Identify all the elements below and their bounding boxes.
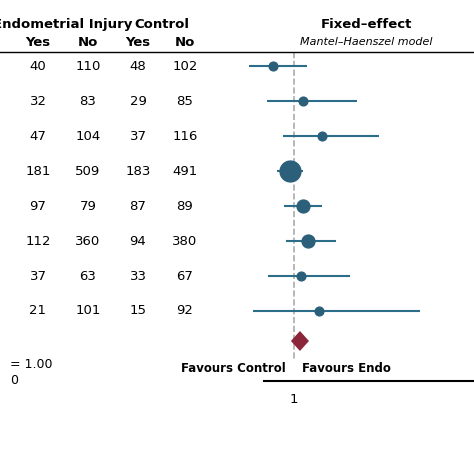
Text: Control: Control (134, 18, 189, 30)
Text: 110: 110 (75, 60, 100, 73)
Text: 79: 79 (80, 200, 96, 212)
Text: 40: 40 (29, 60, 46, 73)
Text: 48: 48 (129, 60, 146, 73)
Text: 101: 101 (75, 304, 100, 318)
Text: 33: 33 (129, 270, 146, 283)
Text: 67: 67 (176, 270, 193, 283)
Text: Yes: Yes (26, 36, 51, 48)
Polygon shape (291, 331, 309, 351)
Text: 21: 21 (29, 304, 46, 318)
Text: 47: 47 (29, 129, 46, 143)
Text: No: No (78, 36, 98, 48)
Text: 15: 15 (129, 304, 146, 318)
Text: Fixed–effect: Fixed–effect (321, 18, 412, 30)
Text: 360: 360 (75, 235, 100, 247)
Text: 116: 116 (173, 129, 198, 143)
Text: Mantel–Haenszel model: Mantel–Haenszel model (300, 37, 433, 47)
Text: 92: 92 (176, 304, 193, 318)
Text: 0: 0 (10, 374, 18, 388)
Text: 37: 37 (29, 270, 46, 283)
Text: 97: 97 (29, 200, 46, 212)
Text: Endometrial Injury: Endometrial Injury (0, 18, 133, 30)
Text: 1: 1 (289, 393, 298, 406)
Text: = 1.00: = 1.00 (10, 357, 53, 371)
Text: 85: 85 (176, 94, 193, 108)
Text: 83: 83 (80, 94, 96, 108)
Text: 181: 181 (25, 164, 51, 177)
Text: 112: 112 (25, 235, 51, 247)
Text: Yes: Yes (126, 36, 151, 48)
Text: 102: 102 (173, 60, 198, 73)
Text: 509: 509 (75, 164, 100, 177)
Text: Favours Endo: Favours Endo (301, 363, 391, 375)
Text: No: No (175, 36, 195, 48)
Text: 63: 63 (80, 270, 96, 283)
Text: 87: 87 (129, 200, 146, 212)
Text: 32: 32 (29, 94, 46, 108)
Text: 380: 380 (173, 235, 198, 247)
Text: 183: 183 (125, 164, 151, 177)
Text: 491: 491 (173, 164, 198, 177)
Text: 89: 89 (177, 200, 193, 212)
Text: 29: 29 (129, 94, 146, 108)
Text: 104: 104 (75, 129, 100, 143)
Text: 37: 37 (129, 129, 146, 143)
Text: 94: 94 (129, 235, 146, 247)
Text: Favours Control: Favours Control (181, 363, 286, 375)
